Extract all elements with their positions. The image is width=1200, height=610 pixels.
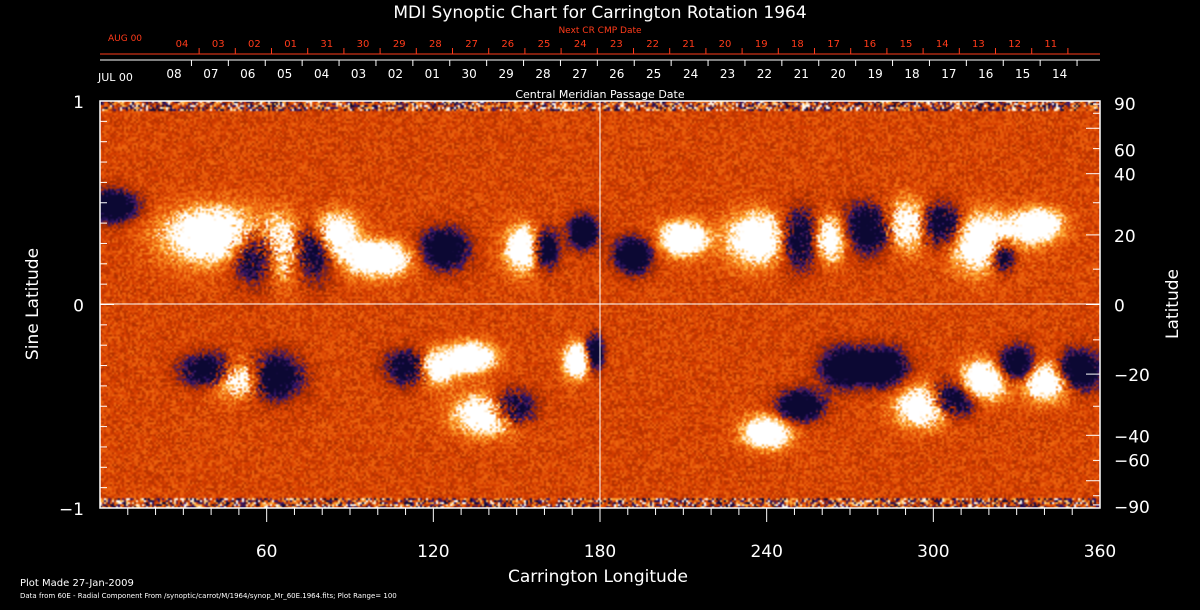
date-axis-label: 24 [574, 39, 587, 50]
y-axis-left: 1 0 −1 [59, 93, 114, 520]
data-source-note: Data from 60E - Radial Component From /s… [20, 592, 397, 600]
date-axis-label: 07 [203, 67, 218, 81]
y-right-tick-label: −90 [1114, 498, 1150, 518]
date-axis-label: 17 [827, 39, 840, 50]
date-axis-label: 01 [425, 67, 440, 81]
date-axis-label: 12 [1008, 39, 1021, 50]
date-axis-label: 17 [941, 67, 956, 81]
y-right-tick-label: 20 [1114, 227, 1136, 247]
y-right-tick-label: 60 [1114, 141, 1136, 161]
date-axis-label: 15 [900, 39, 913, 50]
date-axis-label: 13 [972, 39, 985, 50]
date-axis-label: 24 [683, 67, 698, 81]
date-axis-label: 01 [284, 39, 297, 50]
date-axis-label: 04 [314, 67, 329, 81]
date-axis-label: 22 [757, 67, 772, 81]
date-axis-label: 20 [719, 39, 732, 50]
date-axis-label: 14 [936, 39, 949, 50]
x-axis-tick-label: 360 [1084, 542, 1116, 562]
date-axis-label: 19 [755, 39, 768, 50]
x-axis-tick-label: 60 [256, 542, 278, 562]
date-axis-label: 03 [351, 67, 366, 81]
date-axis-label: 26 [609, 67, 624, 81]
date-axis-label: 06 [240, 67, 255, 81]
y-right-tick-label: 40 [1114, 166, 1136, 186]
date-axis-label: 30 [462, 67, 477, 81]
date-axis-label: 18 [791, 39, 804, 50]
date-axis-label: 27 [572, 67, 587, 81]
date-axis-label: 25 [538, 39, 551, 50]
y-left-tick-label: −1 [59, 500, 84, 520]
date-axis-label: 28 [535, 67, 550, 81]
date-axis-label: 02 [388, 67, 403, 81]
x-axis-tick-label: 120 [417, 542, 449, 562]
date-axis-label: 29 [393, 39, 406, 50]
cmp-axis-title: Central Meridian Passage Date [515, 88, 684, 101]
date-axis-label: 08 [166, 67, 181, 81]
date-axis-label: 19 [867, 67, 882, 81]
y-left-tick-label: 1 [73, 93, 84, 113]
date-axis-label: 27 [465, 39, 478, 50]
date-axis-label: 26 [501, 39, 514, 50]
cmp-month-label: JUL 00 [97, 71, 133, 84]
plot-made-note: Plot Made 27-Jan-2009 [20, 578, 134, 589]
date-axis-label: 16 [863, 39, 876, 50]
date-axis-label: 28 [429, 39, 442, 50]
y-axis-right-label: Latitude [1163, 269, 1183, 339]
next-cr-axis-title: Next CR CMP Date [558, 26, 642, 36]
chart-title: MDI Synoptic Chart for Carrington Rotati… [393, 3, 806, 23]
date-axis-label: 05 [277, 67, 292, 81]
date-axis-label: 18 [904, 67, 919, 81]
date-axis-label: 23 [610, 39, 623, 50]
date-axis-label: 25 [646, 67, 661, 81]
date-axis-label: 02 [248, 39, 261, 50]
y-right-tick-label: −40 [1114, 427, 1150, 447]
date-axis-label: 16 [978, 67, 993, 81]
plot-panel [99, 100, 1101, 509]
next-cr-month-label: AUG 00 [108, 34, 142, 44]
x-axis: 60 120 180 240 300 360 [127, 508, 1116, 562]
date-axis-label: 15 [1015, 67, 1030, 81]
date-axis-label: 23 [720, 67, 735, 81]
date-axis-label: 03 [212, 39, 225, 50]
date-axis-label: 14 [1052, 67, 1067, 81]
y-right-tick-label: 0 [1114, 297, 1125, 317]
cmp-date-axis: 08 07 06 05 04 03 02 01 30 29 28 27 26 25 24 23 22 21 20 19… [100, 59, 1100, 81]
next-cr-date-axis: 04 03 02 01 31 30 29 28 27 26 25 24 23 22 21 20 19 18 17 16… [100, 39, 1100, 55]
y-axis-left-label: Sine Latitude [23, 248, 43, 360]
date-axis-label: 22 [646, 39, 659, 50]
date-axis-label: 20 [831, 67, 846, 81]
date-axis-label: 21 [794, 67, 809, 81]
y-axis-right: 90 60 40 20 0 −20 −40 −60 −90 [1086, 95, 1150, 518]
y-right-tick-label: 90 [1114, 95, 1136, 115]
y-right-tick-label: −60 [1114, 452, 1150, 472]
y-left-tick-label: 0 [73, 297, 84, 317]
date-axis-label: 11 [1044, 39, 1057, 50]
x-axis-tick-label: 240 [750, 542, 782, 562]
x-axis-label: Carrington Longitude [508, 567, 688, 587]
date-axis-label: 29 [498, 67, 513, 81]
date-axis-label: 21 [682, 39, 695, 50]
date-axis-label: 30 [357, 39, 370, 50]
x-axis-tick-label: 300 [917, 542, 949, 562]
date-axis-label: 04 [176, 39, 189, 50]
x-axis-tick-label: 180 [584, 542, 616, 562]
date-axis-label: 31 [320, 39, 333, 50]
y-right-tick-label: −20 [1114, 366, 1150, 386]
